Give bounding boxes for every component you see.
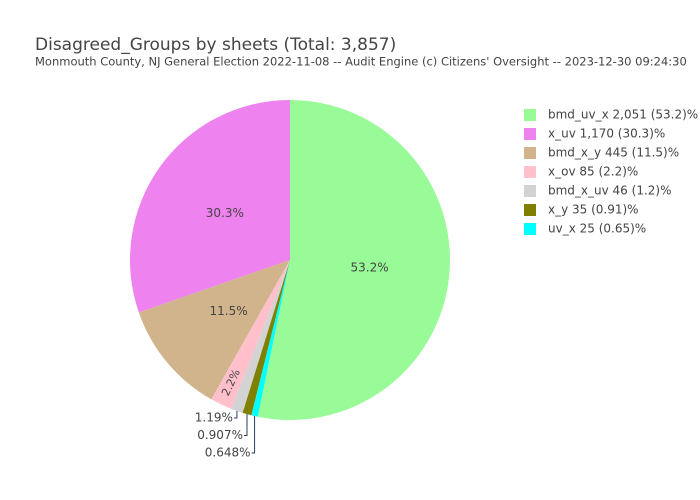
legend-label: x_uv 1,170 (30.3)% (548, 127, 665, 141)
pie-slice (251, 260, 290, 417)
slice-label: 11.5% (210, 304, 248, 318)
legend-swatch (524, 128, 536, 140)
pie-slice (211, 260, 290, 409)
legend-swatch (524, 223, 536, 235)
leader-line (243, 414, 248, 436)
pie-slice (138, 260, 290, 400)
pie-slice (257, 100, 450, 420)
legend-label: bmd_x_uv 46 (1.2)% (548, 184, 671, 198)
legend-swatch (524, 147, 536, 159)
slice-label: 0.648% (205, 446, 251, 460)
slice-label: 30.3% (206, 206, 244, 220)
pie-slice (231, 260, 290, 413)
legend-swatch (524, 166, 536, 178)
legend-label: bmd_x_y 445 (11.5)% (548, 146, 679, 160)
legend-swatch (524, 185, 536, 197)
legend-swatch (524, 204, 536, 216)
legend-label: x_y 35 (0.91)% (548, 203, 639, 217)
pie-slice (242, 260, 290, 416)
slice-label: 53.2% (351, 261, 389, 275)
legend-swatch (524, 109, 536, 121)
legend-label: bmd_uv_x 2,051 (53.2)% (548, 108, 698, 122)
chart-subtitle: Monmouth County, NJ General Election 202… (35, 55, 687, 69)
slice-label: 0.907% (197, 428, 243, 442)
legend-label: x_ov 85 (2.2)% (548, 165, 638, 179)
leader-line (251, 416, 256, 454)
slice-label: 1.19% (195, 411, 233, 425)
pie-slice (130, 100, 290, 313)
chart-title: Disagreed_Groups by sheets (Total: 3,857… (35, 35, 396, 55)
leader-line (233, 410, 238, 419)
legend-label: uv_x 25 (0.65)% (548, 222, 646, 236)
